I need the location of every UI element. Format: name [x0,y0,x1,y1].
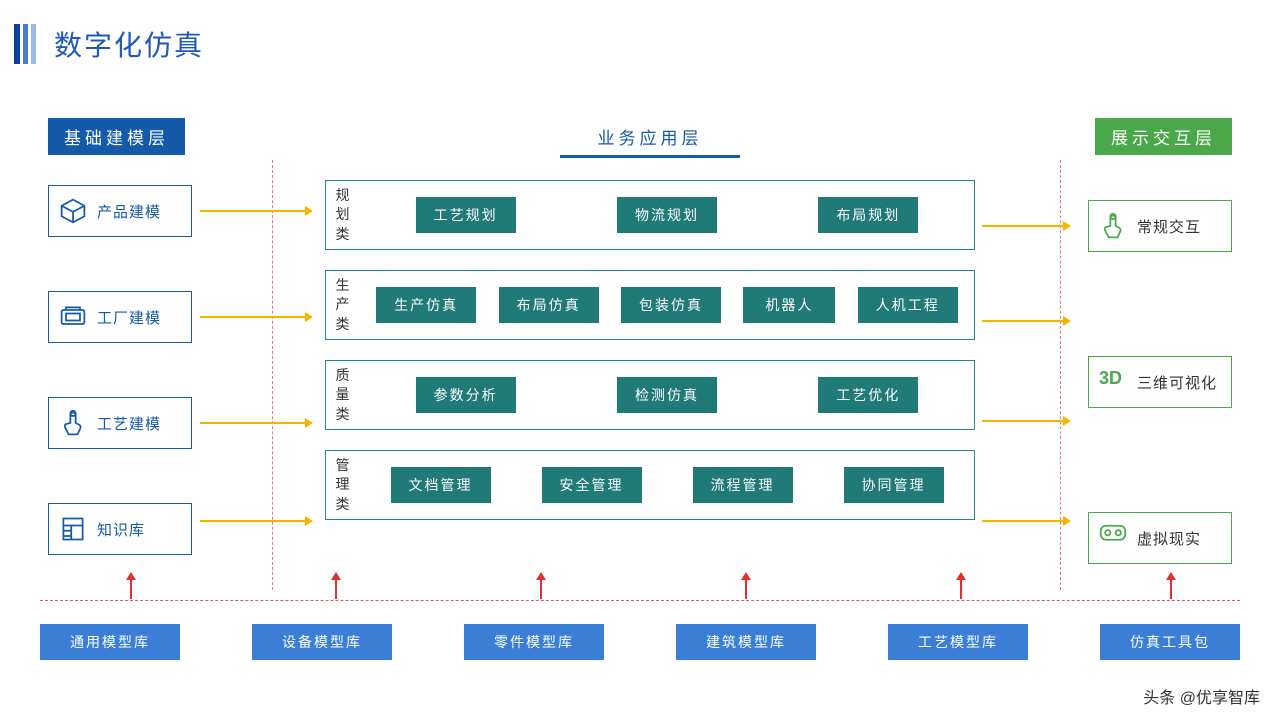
chip-1-0: 生产仿真 [376,287,476,323]
right-module-1: 3D 三维可视化 [1088,356,1232,408]
mid-group-2: 质量类 参数分析 检测仿真 工艺优化 [325,360,975,430]
arrow-left-to-mid-2 [200,422,310,424]
group-label: 管理类 [326,451,360,519]
mid-group-3: 管理类文档管理 安全管理 流程管理 协同管理 [325,450,975,520]
chip-2-0: 参数分析 [416,377,516,413]
mid-group-1: 生产类生产仿真布局仿真包装仿真机器人人机工程 [325,270,975,340]
bottom-lib-0: 通用模型库 [40,624,180,660]
chip-2-1: 检测仿真 [617,377,717,413]
bottom-lib-4: 工艺模型库 [888,624,1028,660]
chip-1-4: 人机工程 [858,287,958,323]
left-module-label: 工艺建模 [97,413,161,434]
touch-g-icon [1099,212,1127,240]
right-module-label: 虚拟现实 [1137,528,1201,549]
doc-icon [59,515,87,543]
title-accent-bars [14,24,40,64]
bottom-lib-3: 建筑模型库 [676,624,816,660]
bottom-lib-2: 零件模型库 [464,624,604,660]
factory-icon [59,303,87,331]
up-arrow-1 [335,575,337,599]
cube-icon [59,197,87,225]
group-body: 文档管理 安全管理 流程管理 协同管理 [360,451,974,519]
vr-icon [1099,524,1127,552]
arrow-mid-to-right-3 [982,520,1068,522]
bottom-lib-1: 设备模型库 [252,624,392,660]
left-modules-column: 产品建模工厂建模工艺建模知识库 [48,185,192,555]
chip-0-0: 工艺规划 [416,197,516,233]
layer-label-mid: 业务应用层 [560,118,740,158]
group-label: 规划类 [326,181,360,249]
up-arrow-3 [745,575,747,599]
page-title: 数字化仿真 [54,24,204,64]
touch-icon [59,409,87,437]
right-module-2: 虚拟现实 [1088,512,1232,564]
arrow-mid-to-right-1 [982,320,1068,322]
chip-3-3: 协同管理 [844,467,944,503]
right-module-label: 三维可视化 [1137,372,1217,393]
bottom-libraries-row: 通用模型库 设备模型库 零件模型库 建筑模型库 工艺模型库 仿真工具包 [40,624,1240,660]
layer-label-left: 基础建模层 [48,118,185,155]
up-arrow-5 [1170,575,1172,599]
chip-1-1: 布局仿真 [499,287,599,323]
chip-0-1: 物流规划 [617,197,717,233]
right-module-label: 常规交互 [1137,216,1201,237]
chip-1-2: 包装仿真 [621,287,721,323]
group-label: 生产类 [326,271,360,339]
arrow-mid-to-right-0 [982,225,1068,227]
left-module-0: 产品建模 [48,185,192,237]
mid-groups-container: 规划类工艺规划物流规划布局规划生产类生产仿真布局仿真包装仿真机器人人机工程质量类… [325,180,975,540]
right-modules-column: 常规交互 3D 三维可视化虚拟现实 [1088,200,1232,564]
left-module-label: 产品建模 [97,201,161,222]
right-module-0: 常规交互 [1088,200,1232,252]
left-module-3: 知识库 [48,503,192,555]
chip-3-1: 安全管理 [542,467,642,503]
arrow-left-to-mid-1 [200,316,310,318]
left-module-label: 知识库 [97,519,145,540]
chip-2-2: 工艺优化 [818,377,918,413]
group-body: 工艺规划 物流规划 布局规划 [360,181,974,249]
up-arrow-4 [960,575,962,599]
divider-dashed-left [272,160,273,590]
chip-1-3: 机器人 [743,287,835,323]
chip-0-2: 布局规划 [818,197,918,233]
bottom-lib-5: 仿真工具包 [1100,624,1240,660]
arrow-left-to-mid-0 [200,210,310,212]
up-arrow-0 [130,575,132,599]
bottom-dashed-line [40,600,1240,601]
arrow-left-to-mid-3 [200,520,310,522]
chip-3-0: 文档管理 [391,467,491,503]
group-label: 质量类 [326,361,360,429]
layer-label-right: 展示交互层 [1095,118,1232,155]
left-module-label: 工厂建模 [97,307,161,328]
title-bar: 数字化仿真 [0,0,1280,64]
watermark-text: 头条 @优享智库 [1143,684,1260,708]
mid-group-0: 规划类 工艺规划 物流规划 布局规划 [325,180,975,250]
arrow-mid-to-right-2 [982,420,1068,422]
group-body: 生产仿真布局仿真包装仿真机器人人机工程 [360,271,974,339]
up-arrow-2 [540,575,542,599]
chip-3-2: 流程管理 [693,467,793,503]
3d-icon: 3D [1099,368,1127,396]
left-module-1: 工厂建模 [48,291,192,343]
left-module-2: 工艺建模 [48,397,192,449]
group-body: 参数分析 检测仿真 工艺优化 [360,361,974,429]
